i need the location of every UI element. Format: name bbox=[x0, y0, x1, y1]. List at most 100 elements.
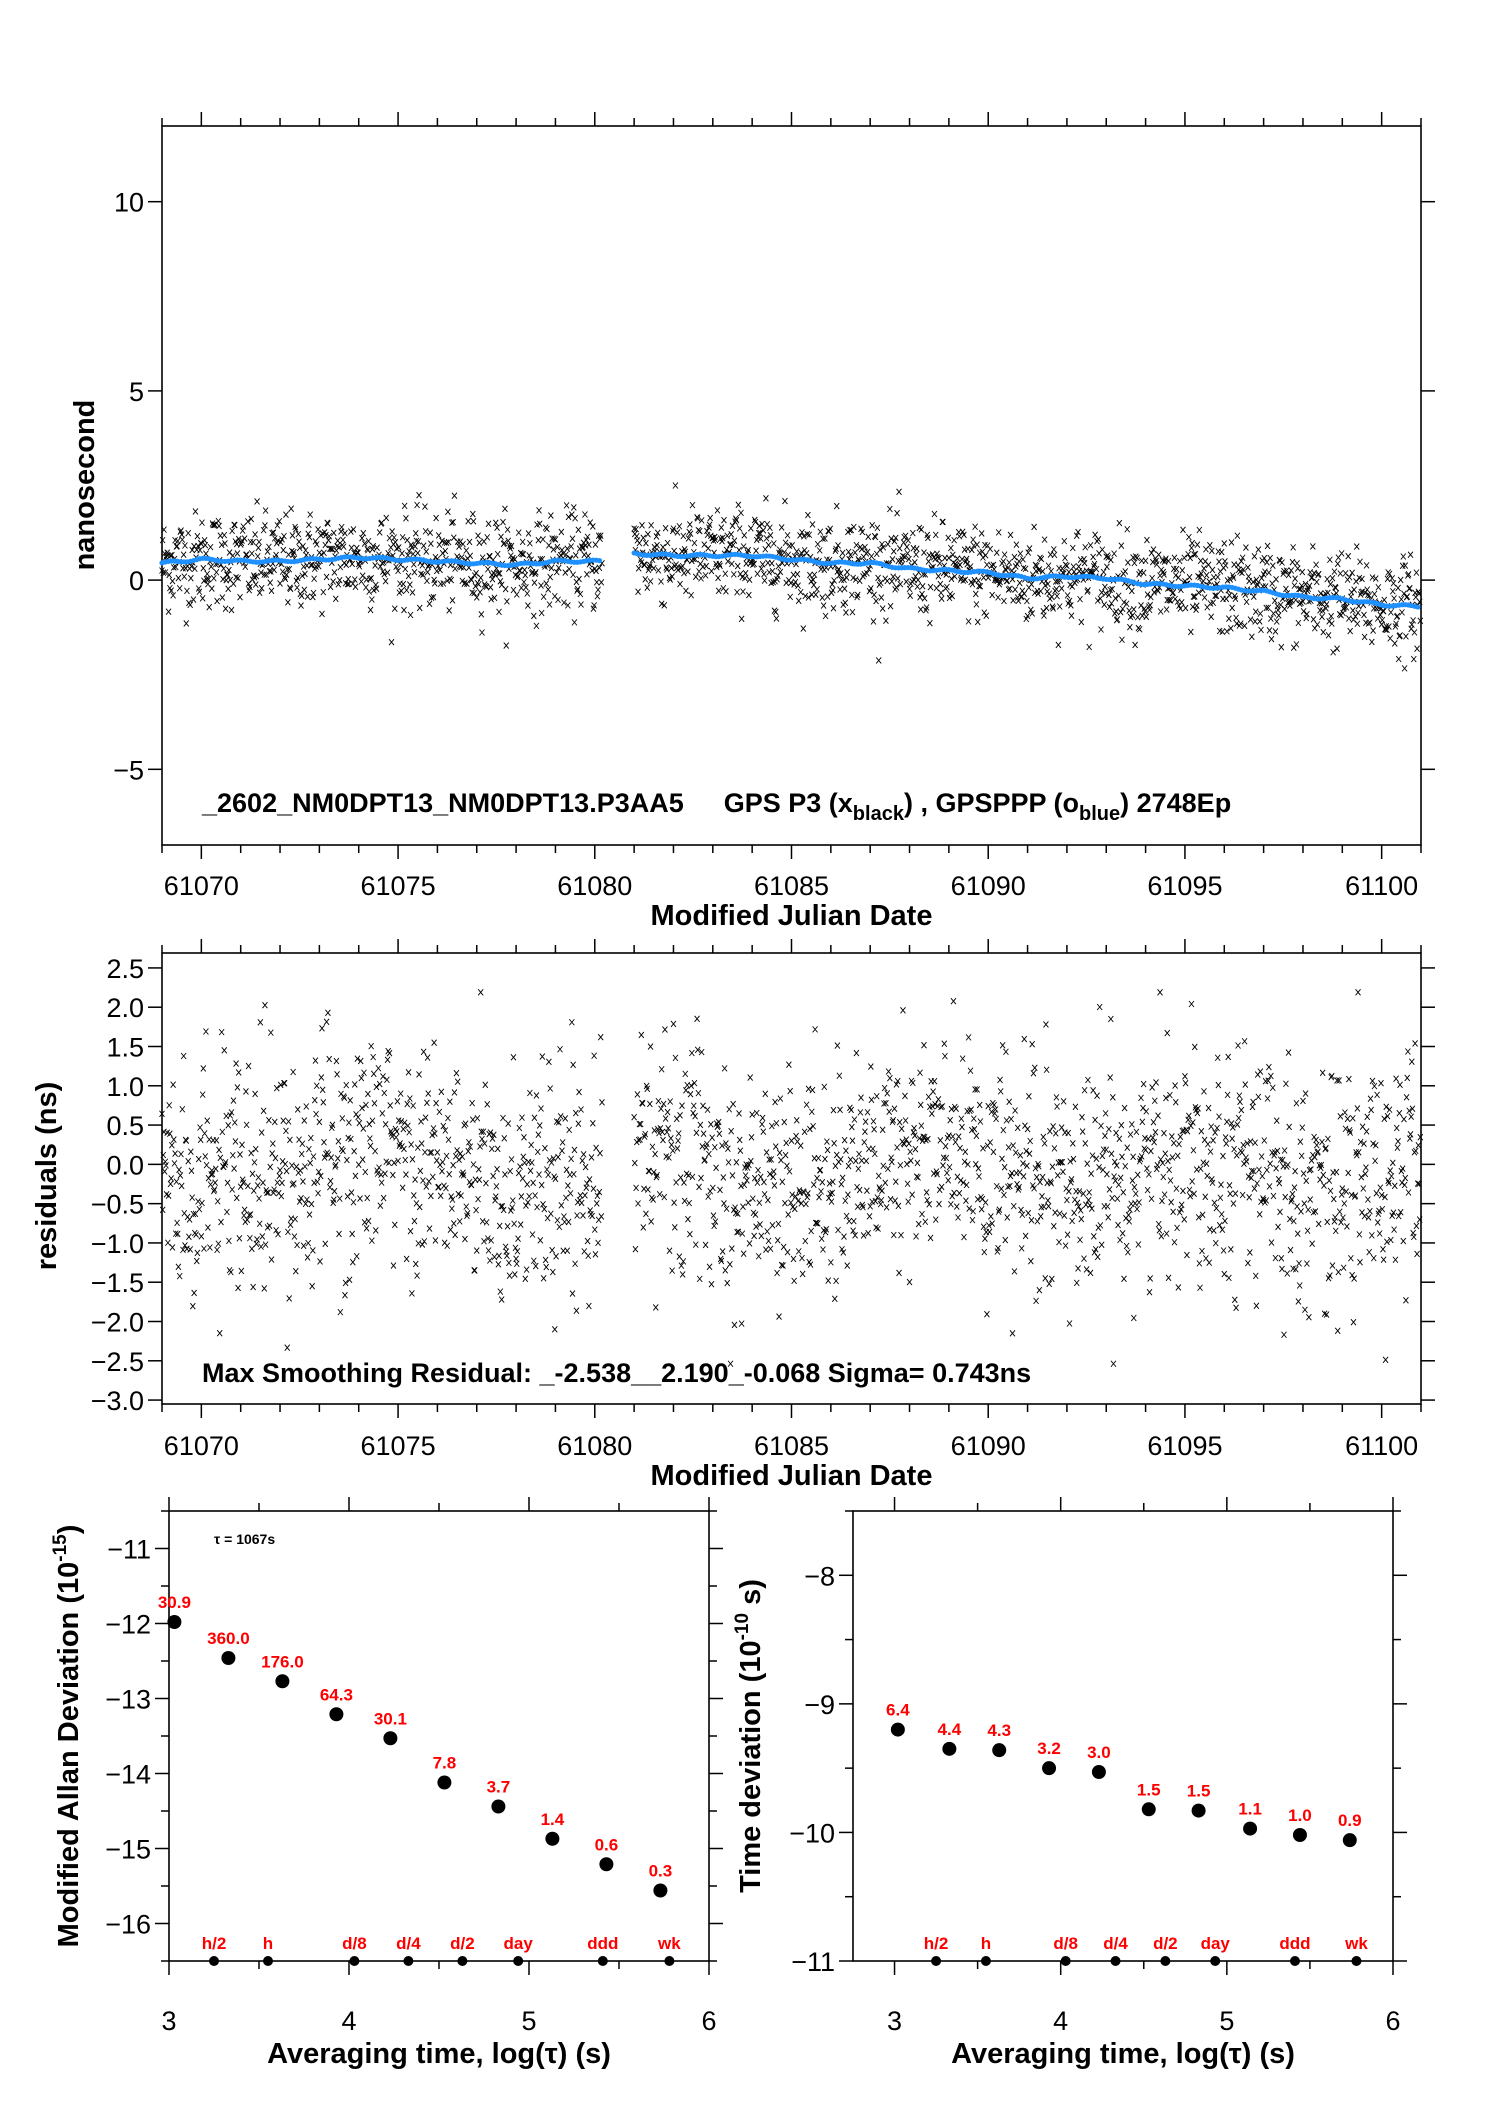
scatter-point-x bbox=[252, 531, 258, 538]
scatter-point-x bbox=[469, 510, 476, 518]
scatter-point-x bbox=[765, 541, 772, 549]
scatter-point-x bbox=[210, 574, 217, 582]
scatter-point-x bbox=[491, 594, 498, 602]
scatter-point-x bbox=[689, 501, 696, 509]
scatter-point-x bbox=[224, 571, 230, 578]
scatter-point-x bbox=[527, 539, 533, 547]
scatter-point-x bbox=[594, 592, 601, 600]
scatter-point-x bbox=[264, 548, 271, 555]
scatter-point-x bbox=[423, 548, 430, 555]
scatter-point-x bbox=[530, 612, 537, 620]
scatter-point-x bbox=[937, 580, 944, 588]
scatter-point-x bbox=[965, 618, 972, 625]
scatter-point-x bbox=[281, 532, 287, 540]
scatter-point-x bbox=[724, 532, 731, 540]
scatter-point-x bbox=[746, 591, 752, 599]
scatter-point-x bbox=[502, 505, 508, 513]
scatter-point-x bbox=[248, 515, 255, 523]
y-tick-label: −13 bbox=[105, 1685, 151, 1715]
scatter-point-x bbox=[850, 574, 856, 582]
scatter-point-x bbox=[871, 591, 877, 599]
scatter-point-x bbox=[466, 538, 473, 546]
scatter-point-x bbox=[749, 561, 756, 569]
y-tick-label: 1.0 bbox=[106, 1072, 144, 1102]
scatter-point-x bbox=[913, 545, 920, 553]
scatter-point-x bbox=[716, 560, 723, 568]
scatter-point-x bbox=[379, 559, 386, 567]
scatter-point-x bbox=[192, 508, 199, 515]
scatter-point-x bbox=[427, 529, 434, 536]
scatter-point-x bbox=[662, 524, 669, 532]
scatter-point-x bbox=[273, 551, 279, 559]
y-axis-title: nanosecond bbox=[69, 400, 101, 571]
data-point bbox=[1342, 1833, 1357, 1848]
scatter-point-x bbox=[365, 546, 371, 554]
scatter-point-x bbox=[591, 602, 597, 609]
scatter-point-x bbox=[313, 541, 320, 548]
scatter-point-x bbox=[518, 584, 525, 592]
data-point bbox=[545, 1831, 560, 1846]
scatter-point-x bbox=[544, 525, 550, 533]
scatter-point-x bbox=[704, 531, 711, 539]
y-tick-label: −5 bbox=[113, 755, 144, 785]
scatter-point-x bbox=[463, 547, 470, 554]
scatter-point-x bbox=[892, 534, 899, 542]
scatter-point-x bbox=[336, 544, 342, 551]
annotation-series1-sub: black bbox=[853, 803, 905, 825]
scatter-point-x bbox=[523, 584, 529, 591]
scatter-point-x bbox=[558, 528, 565, 536]
time-marker-dot bbox=[931, 1956, 942, 1966]
scatter-point-x bbox=[216, 522, 222, 530]
scatter-point-x bbox=[812, 591, 819, 598]
scatter-point-x bbox=[890, 573, 896, 580]
scatter-point-x bbox=[206, 603, 213, 611]
data-point bbox=[890, 1722, 905, 1737]
scatter-point-x bbox=[740, 543, 747, 550]
scatter-point-x bbox=[574, 585, 581, 593]
scatter-point-x bbox=[323, 573, 330, 581]
scatter-point-x bbox=[888, 578, 895, 585]
scatter-point-x bbox=[830, 604, 837, 612]
scatter-point-x bbox=[777, 568, 784, 576]
scatter-point-x bbox=[708, 567, 715, 575]
scatter-point-x bbox=[540, 593, 547, 601]
scatter-point-x bbox=[799, 528, 805, 536]
time-marker-dot bbox=[209, 1956, 219, 1966]
scatter-point-x bbox=[237, 541, 244, 548]
scatter-point-x bbox=[343, 561, 350, 569]
scatter-point-x bbox=[165, 608, 172, 615]
scatter-point-x bbox=[948, 575, 955, 583]
scatter-point-x bbox=[451, 492, 458, 499]
scatter-point-x bbox=[285, 599, 291, 606]
time-marker-dot bbox=[1160, 1956, 1171, 1966]
scatter-point-x bbox=[635, 565, 642, 572]
scatter-point-x bbox=[664, 539, 671, 547]
scatter-point-x bbox=[307, 511, 314, 518]
time-marker-label: h/2 bbox=[202, 1934, 227, 1953]
scatter-point-x bbox=[400, 580, 407, 588]
scatter-point-x bbox=[853, 541, 860, 549]
scatter-point-x bbox=[546, 542, 552, 549]
scatter-point-x bbox=[414, 501, 420, 509]
scatter-point-x bbox=[932, 531, 939, 539]
scatter-point-x bbox=[301, 586, 308, 594]
scatter-point-x bbox=[694, 514, 701, 522]
y-tick-label: −16 bbox=[105, 1910, 151, 1940]
scatter-point-x bbox=[187, 601, 194, 609]
scatter-point-x bbox=[688, 591, 695, 599]
scatter-point-x bbox=[181, 573, 188, 580]
scatter-point-x bbox=[822, 535, 828, 542]
scatter-point-x bbox=[245, 518, 251, 525]
time-marker-label: h bbox=[263, 1934, 273, 1953]
scatter-point-x bbox=[714, 507, 721, 514]
point-label: 7.8 bbox=[433, 1754, 457, 1773]
scatter-point-x bbox=[936, 560, 943, 567]
scatter-point-x bbox=[698, 517, 705, 524]
scatter-point-x bbox=[430, 593, 437, 601]
scatter-point-x bbox=[888, 535, 895, 542]
scatter-point-x bbox=[401, 606, 407, 614]
scatter-point-x bbox=[909, 529, 916, 537]
scatter-point-x bbox=[885, 540, 891, 548]
scatter-point-x bbox=[767, 532, 774, 539]
scatter-point-x bbox=[413, 537, 420, 545]
